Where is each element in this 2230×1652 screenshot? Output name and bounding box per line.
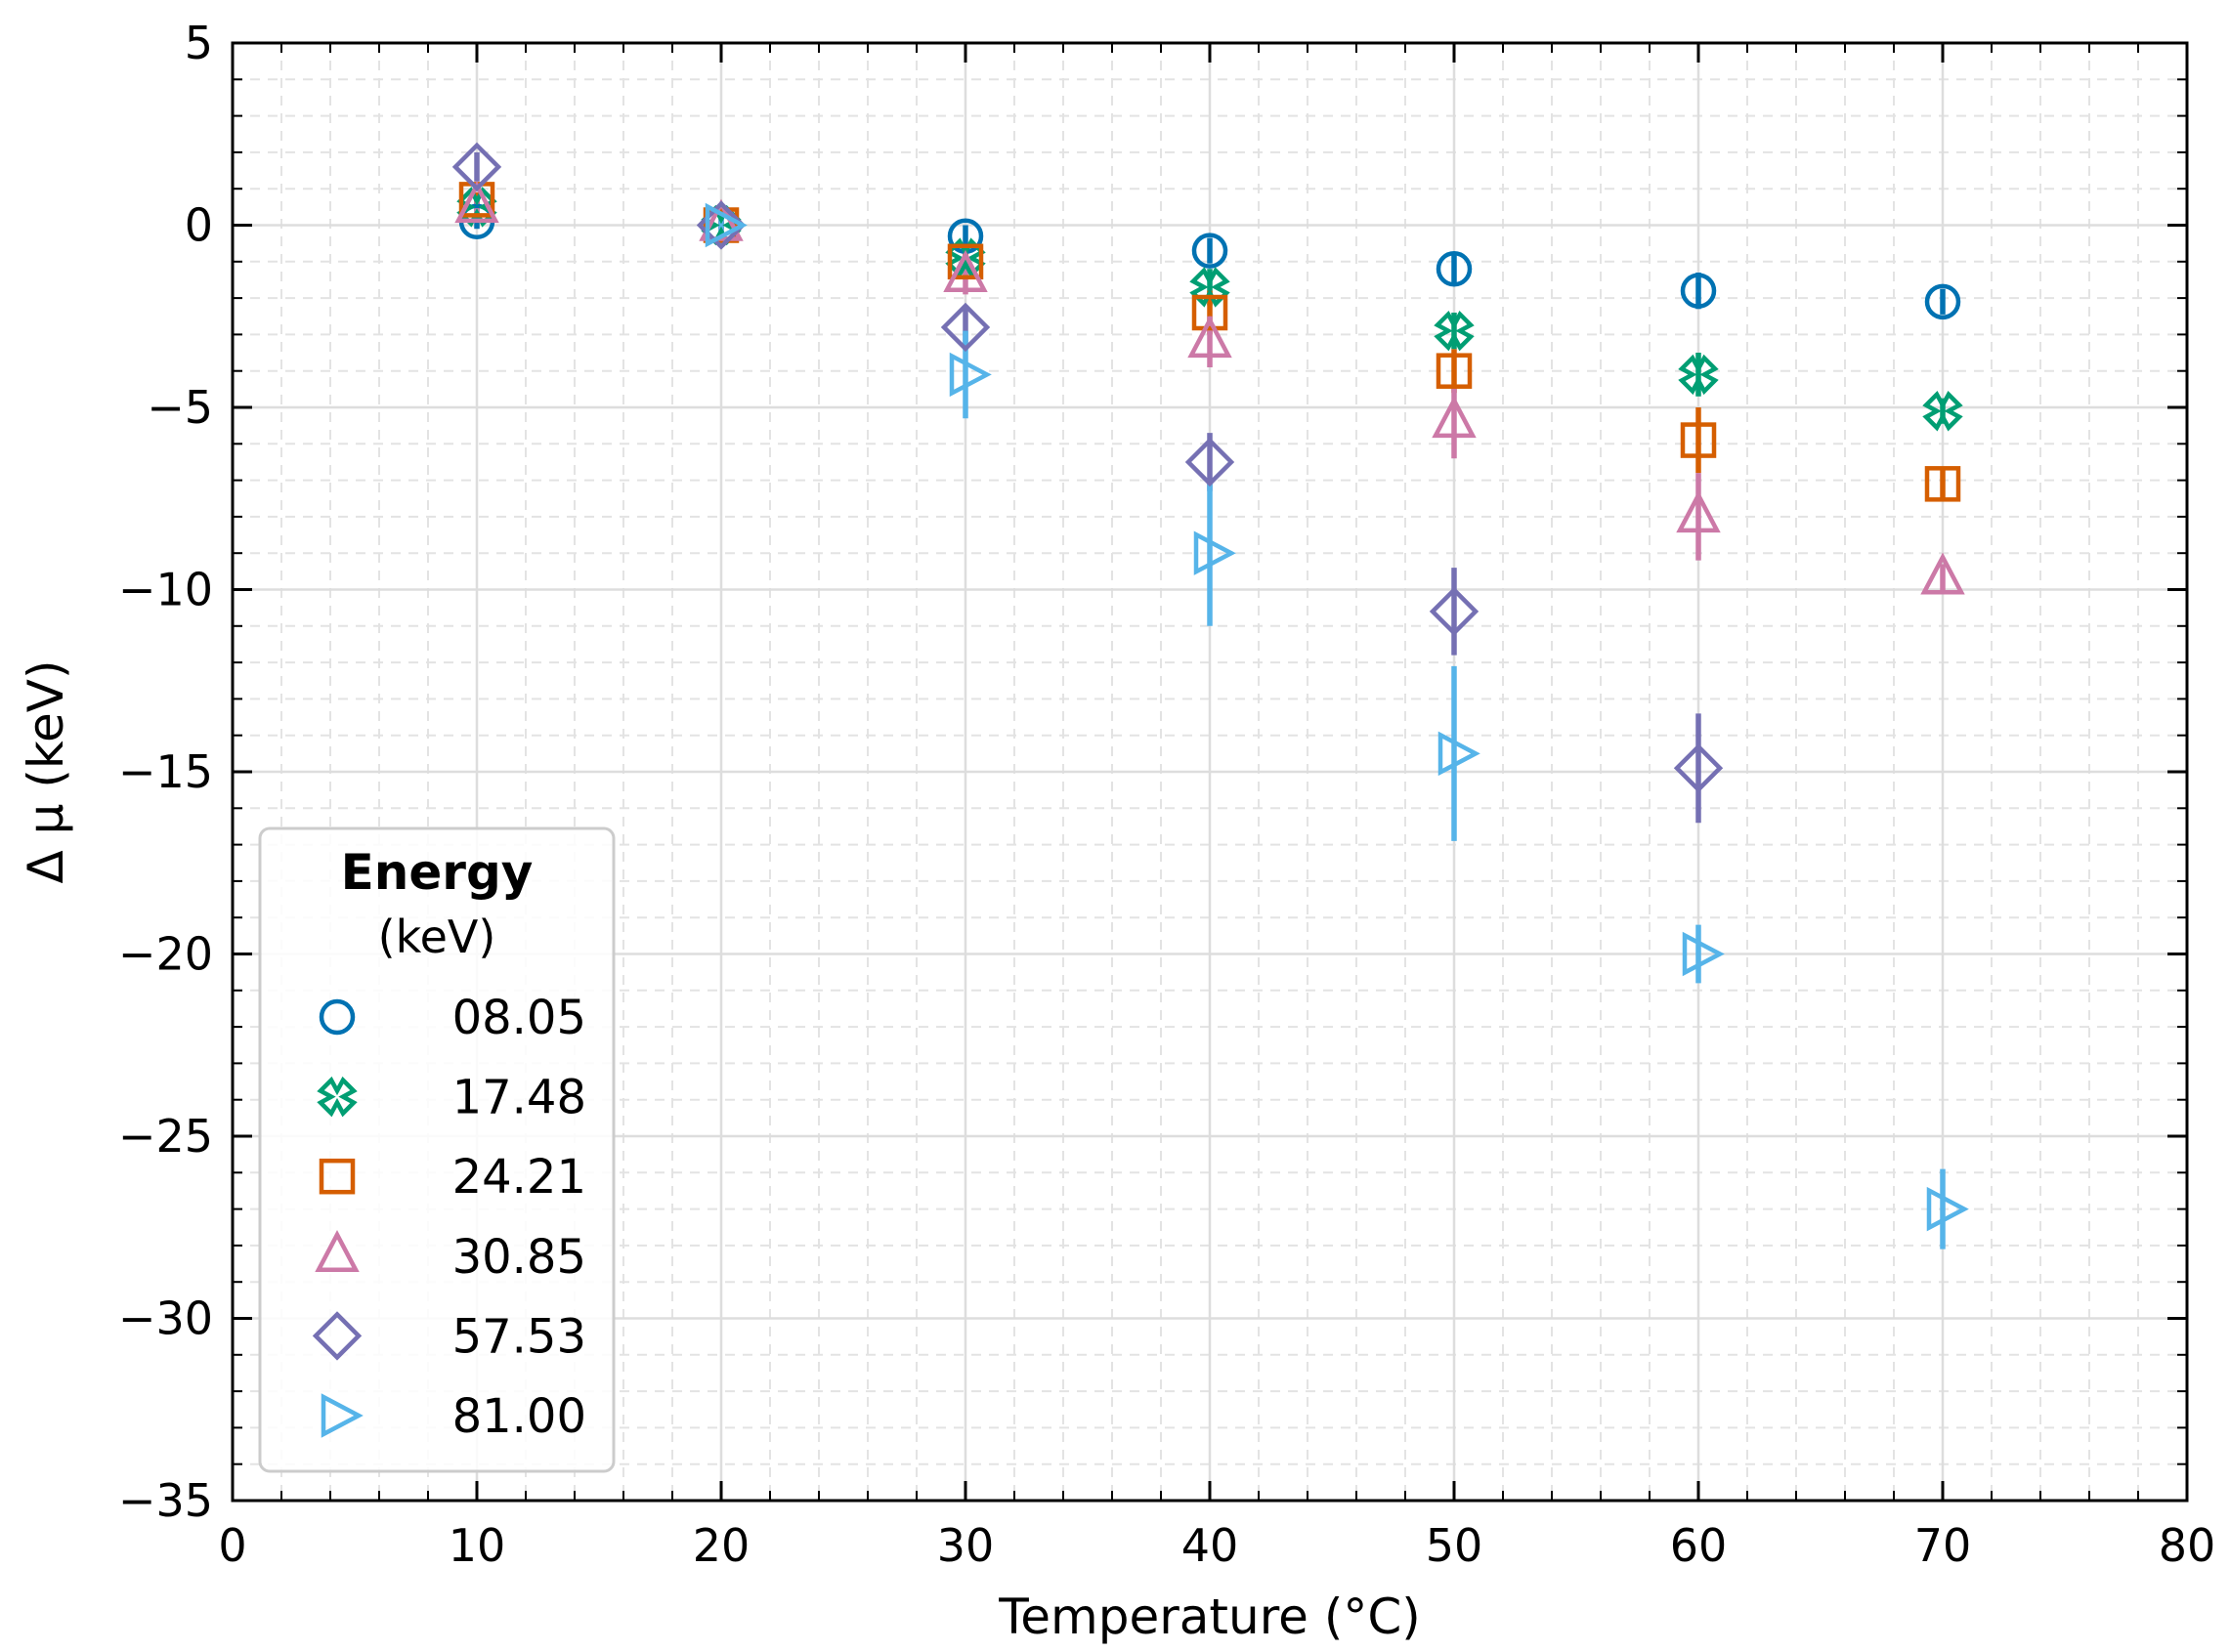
x-tick-labels: 0 10 20 30 40 50 60 70 80 <box>218 1519 2215 1572</box>
x-tick-label: 10 <box>449 1519 506 1572</box>
data-point-81.00 <box>1193 530 1236 575</box>
x-tick-label: 30 <box>937 1519 995 1572</box>
data-point-08.05 <box>1191 233 1228 269</box>
legend-marker-57.53 <box>312 1311 363 1361</box>
y-tick-label: −15 <box>118 745 213 798</box>
legend-marker-17.48 <box>317 1076 358 1118</box>
data-point-57.53 <box>1673 743 1724 793</box>
y-tick-label: −35 <box>118 1474 213 1527</box>
legend-title: Energy <box>341 844 534 901</box>
data-point-08.05 <box>1924 283 1961 320</box>
legend-label: 81.00 <box>452 1389 586 1444</box>
data-point-81.00 <box>705 202 748 248</box>
legend-entry: 57.53 <box>312 1309 586 1364</box>
data-point-30.85 <box>943 249 988 292</box>
legend-marker-81.00 <box>321 1393 364 1438</box>
legend-entry: 08.05 <box>319 991 586 1045</box>
data-point-08.05 <box>1436 251 1473 287</box>
legend-label: 17.48 <box>452 1071 586 1125</box>
legend-marker-24.21 <box>319 1158 356 1195</box>
legend: Energy (keV) 08.05 17.48 24.21 30.85 57.53 81… <box>258 826 616 1473</box>
data-point-57.53 <box>1184 437 1235 487</box>
legend-marker-08.05 <box>319 998 356 1036</box>
y-tick-label: −30 <box>118 1292 213 1345</box>
y-tick-label: −10 <box>118 564 213 616</box>
data-point-30.85 <box>1187 316 1232 359</box>
y-tick-labels: 5 0 −5 −10 −15 −20 −25 −30 −35 <box>118 17 213 1527</box>
x-tick-label: 20 <box>693 1519 750 1572</box>
x-tick-label: 40 <box>1181 1519 1239 1572</box>
y-tick-label: 0 <box>185 199 213 252</box>
data-point-57.53 <box>451 142 502 192</box>
legend-entry: 30.85 <box>315 1229 586 1285</box>
x-tick-label: 80 <box>2159 1519 2216 1572</box>
data-point-81.00 <box>1437 731 1480 777</box>
axis-ticks <box>231 41 2189 1503</box>
legend-label: 30.85 <box>452 1230 586 1285</box>
legend-label: 08.05 <box>452 991 586 1045</box>
data-markers <box>451 142 1969 1232</box>
legend-entry: 24.21 <box>319 1150 586 1205</box>
legend-label: 24.21 <box>452 1150 586 1205</box>
data-point-17.48 <box>1922 391 1963 432</box>
data-point-08.05 <box>1680 273 1717 309</box>
data-point-24.21 <box>1436 353 1473 389</box>
x-tick-label: 0 <box>218 1519 246 1572</box>
legend-entry: 17.48 <box>317 1071 586 1125</box>
y-tick-label: −5 <box>147 381 213 434</box>
legend-subtitle: (keV) <box>378 911 496 963</box>
legend-marker-30.85 <box>315 1229 360 1273</box>
data-point-57.53 <box>940 302 991 353</box>
legend-entries: 08.05 17.48 24.21 30.85 57.53 81.00 <box>312 991 586 1444</box>
data-point-24.21 <box>1924 466 1961 502</box>
data-point-30.85 <box>1920 552 1965 595</box>
data-point-17.48 <box>945 237 986 278</box>
data-point-57.53 <box>1429 586 1480 637</box>
data-point-30.85 <box>1676 490 1721 533</box>
data-point-81.00 <box>949 352 992 398</box>
data-point-17.48 <box>1678 354 1719 396</box>
y-tick-label: 5 <box>185 17 213 69</box>
x-tick-label: 70 <box>1914 1519 1972 1572</box>
y-axis-label: Δ μ (keV) <box>18 660 74 884</box>
data-point-24.21 <box>1680 422 1717 458</box>
data-point-81.00 <box>1682 931 1725 977</box>
data-point-24.21 <box>1191 294 1228 331</box>
legend-box <box>258 826 616 1473</box>
data-point-17.48 <box>456 187 497 228</box>
x-axis-label: Temperature (°C) <box>998 1588 1421 1645</box>
legend-entry: 81.00 <box>321 1389 586 1444</box>
data-point-17.48 <box>1189 267 1230 308</box>
data-point-30.85 <box>1432 396 1477 439</box>
data-point-81.00 <box>1926 1186 1969 1232</box>
x-tick-label: 50 <box>1426 1519 1483 1572</box>
data-point-17.48 <box>1434 310 1475 352</box>
data-point-24.21 <box>947 243 984 280</box>
legend-label: 57.53 <box>452 1309 586 1364</box>
y-tick-label: −20 <box>118 928 213 981</box>
x-tick-label: 60 <box>1670 1519 1728 1572</box>
y-tick-label: −25 <box>118 1110 213 1163</box>
data-point-30.85 <box>454 181 499 224</box>
